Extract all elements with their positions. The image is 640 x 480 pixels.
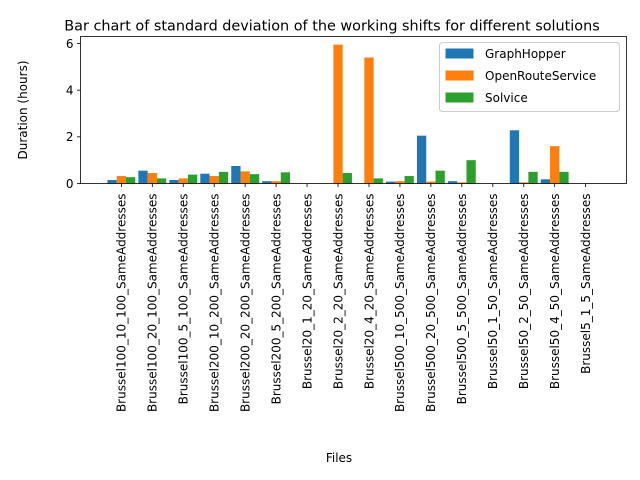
bar-openrouteservice-0 — [116, 176, 126, 184]
x-tick-label: Brussel50_4_50_SameAddresses — [548, 194, 562, 390]
bar-solvice-14 — [559, 171, 569, 184]
y-tick-label: 2 — [66, 130, 74, 144]
bar-openrouteservice-5 — [271, 181, 281, 184]
bar-openrouteservice-4 — [240, 171, 250, 184]
x-tick-label: Brussel200_20_200_SameAddresses — [238, 194, 252, 413]
bar-openrouteservice-2 — [178, 178, 188, 184]
bar-solvice-3 — [218, 171, 229, 184]
legend-swatch-graphhopper — [445, 48, 474, 59]
x-tick-label: Brussel5_1_5_SameAddresses — [579, 194, 593, 374]
bar-solvice-7 — [342, 173, 352, 184]
x-axis: Brussel100_10_100_SameAddresses Brussel10… — [115, 183, 593, 413]
bar-solvice-4 — [249, 174, 260, 184]
bar-graphhopper-5 — [262, 181, 272, 184]
legend-entries: GraphHopper OpenRouteService Solvice — [445, 47, 596, 105]
bar-openrouteservice-11 — [457, 182, 467, 184]
y-axis: 0 2 4 6 — [66, 37, 81, 191]
bar-graphhopper-10 — [416, 135, 427, 184]
x-tick-label: Brussel100_20_100_SameAddresses — [146, 194, 160, 413]
y-tick-label: 4 — [66, 83, 74, 97]
x-tick-label: Brussel50_1_50_SameAddresses — [486, 194, 500, 390]
bar-solvice-5 — [280, 172, 291, 184]
bar-openrouteservice-9 — [395, 181, 405, 184]
x-tick-label: Brussel100_10_100_SameAddresses — [115, 194, 129, 413]
bar-graphhopper-2 — [169, 180, 179, 184]
legend-frame — [439, 42, 620, 112]
legend: GraphHopper OpenRouteService Solvice — [439, 42, 620, 112]
legend-label-openrouteservice: OpenRouteService — [485, 69, 596, 83]
bar-graphhopper-0 — [107, 180, 117, 184]
legend-label-graphhopper: GraphHopper — [485, 47, 566, 61]
bar-graphhopper-13 — [509, 130, 520, 184]
chart-title: Bar chart of standard deviation of the w… — [64, 19, 599, 35]
x-tick-label: Brussel200_10_200_SameAddresses — [208, 194, 222, 413]
bar-openrouteservice-10 — [426, 181, 436, 184]
x-axis-label: Files — [326, 451, 352, 465]
legend-label-solvice: Solvice — [485, 91, 528, 105]
bar-openrouteservice-8 — [364, 57, 374, 184]
bar-openrouteservice-13 — [519, 182, 529, 184]
x-tick-label: Brussel100_5_100_SameAddresses — [177, 194, 191, 405]
x-tick-label: Brussel500_5_500_SameAddresses — [455, 194, 469, 405]
bar-graphhopper-14 — [540, 179, 551, 184]
bar-solvice-9 — [404, 176, 414, 184]
bar-graphhopper-4 — [231, 166, 241, 184]
bar-graphhopper-3 — [200, 173, 210, 184]
x-tick-label: Brussel20_4_20_SameAddresses — [362, 194, 376, 390]
bar-solvice-10 — [435, 170, 445, 184]
bar-graphhopper-1 — [138, 170, 148, 184]
bars-layer — [107, 44, 569, 184]
x-tick-label: Brussel500_10_500_SameAddresses — [393, 194, 407, 413]
plot-frame — [80, 36, 627, 184]
x-tick-label: Brussel20_1_20_SameAddresses — [300, 194, 314, 390]
bar-openrouteservice-7 — [333, 44, 343, 184]
x-tick-label: Brussel20_2_20_SameAddresses — [331, 194, 345, 390]
bar-graphhopper-11 — [447, 181, 458, 184]
bar-graphhopper-9 — [386, 181, 396, 184]
y-axis-label: Duration (hours) — [16, 60, 30, 159]
bar-openrouteservice-14 — [550, 146, 560, 184]
bar-openrouteservice-3 — [209, 176, 219, 184]
y-tick-label: 0 — [66, 177, 74, 191]
x-tick-label: Brussel200_5_200_SameAddresses — [269, 194, 283, 405]
y-tick-label: 6 — [66, 37, 74, 51]
bar-solvice-0 — [126, 177, 136, 184]
legend-swatch-openrouteservice — [445, 70, 474, 81]
x-tick-label: Brussel500_20_500_SameAddresses — [424, 194, 438, 413]
bar-solvice-11 — [466, 160, 476, 184]
x-tick-label: Brussel50_2_50_SameAddresses — [517, 194, 531, 390]
bar-solvice-13 — [528, 171, 538, 184]
bar-solvice-1 — [156, 178, 167, 184]
bar-solvice-2 — [187, 174, 198, 184]
bar-solvice-8 — [373, 178, 383, 184]
bar-openrouteservice-1 — [147, 173, 157, 184]
legend-swatch-solvice — [445, 92, 474, 103]
